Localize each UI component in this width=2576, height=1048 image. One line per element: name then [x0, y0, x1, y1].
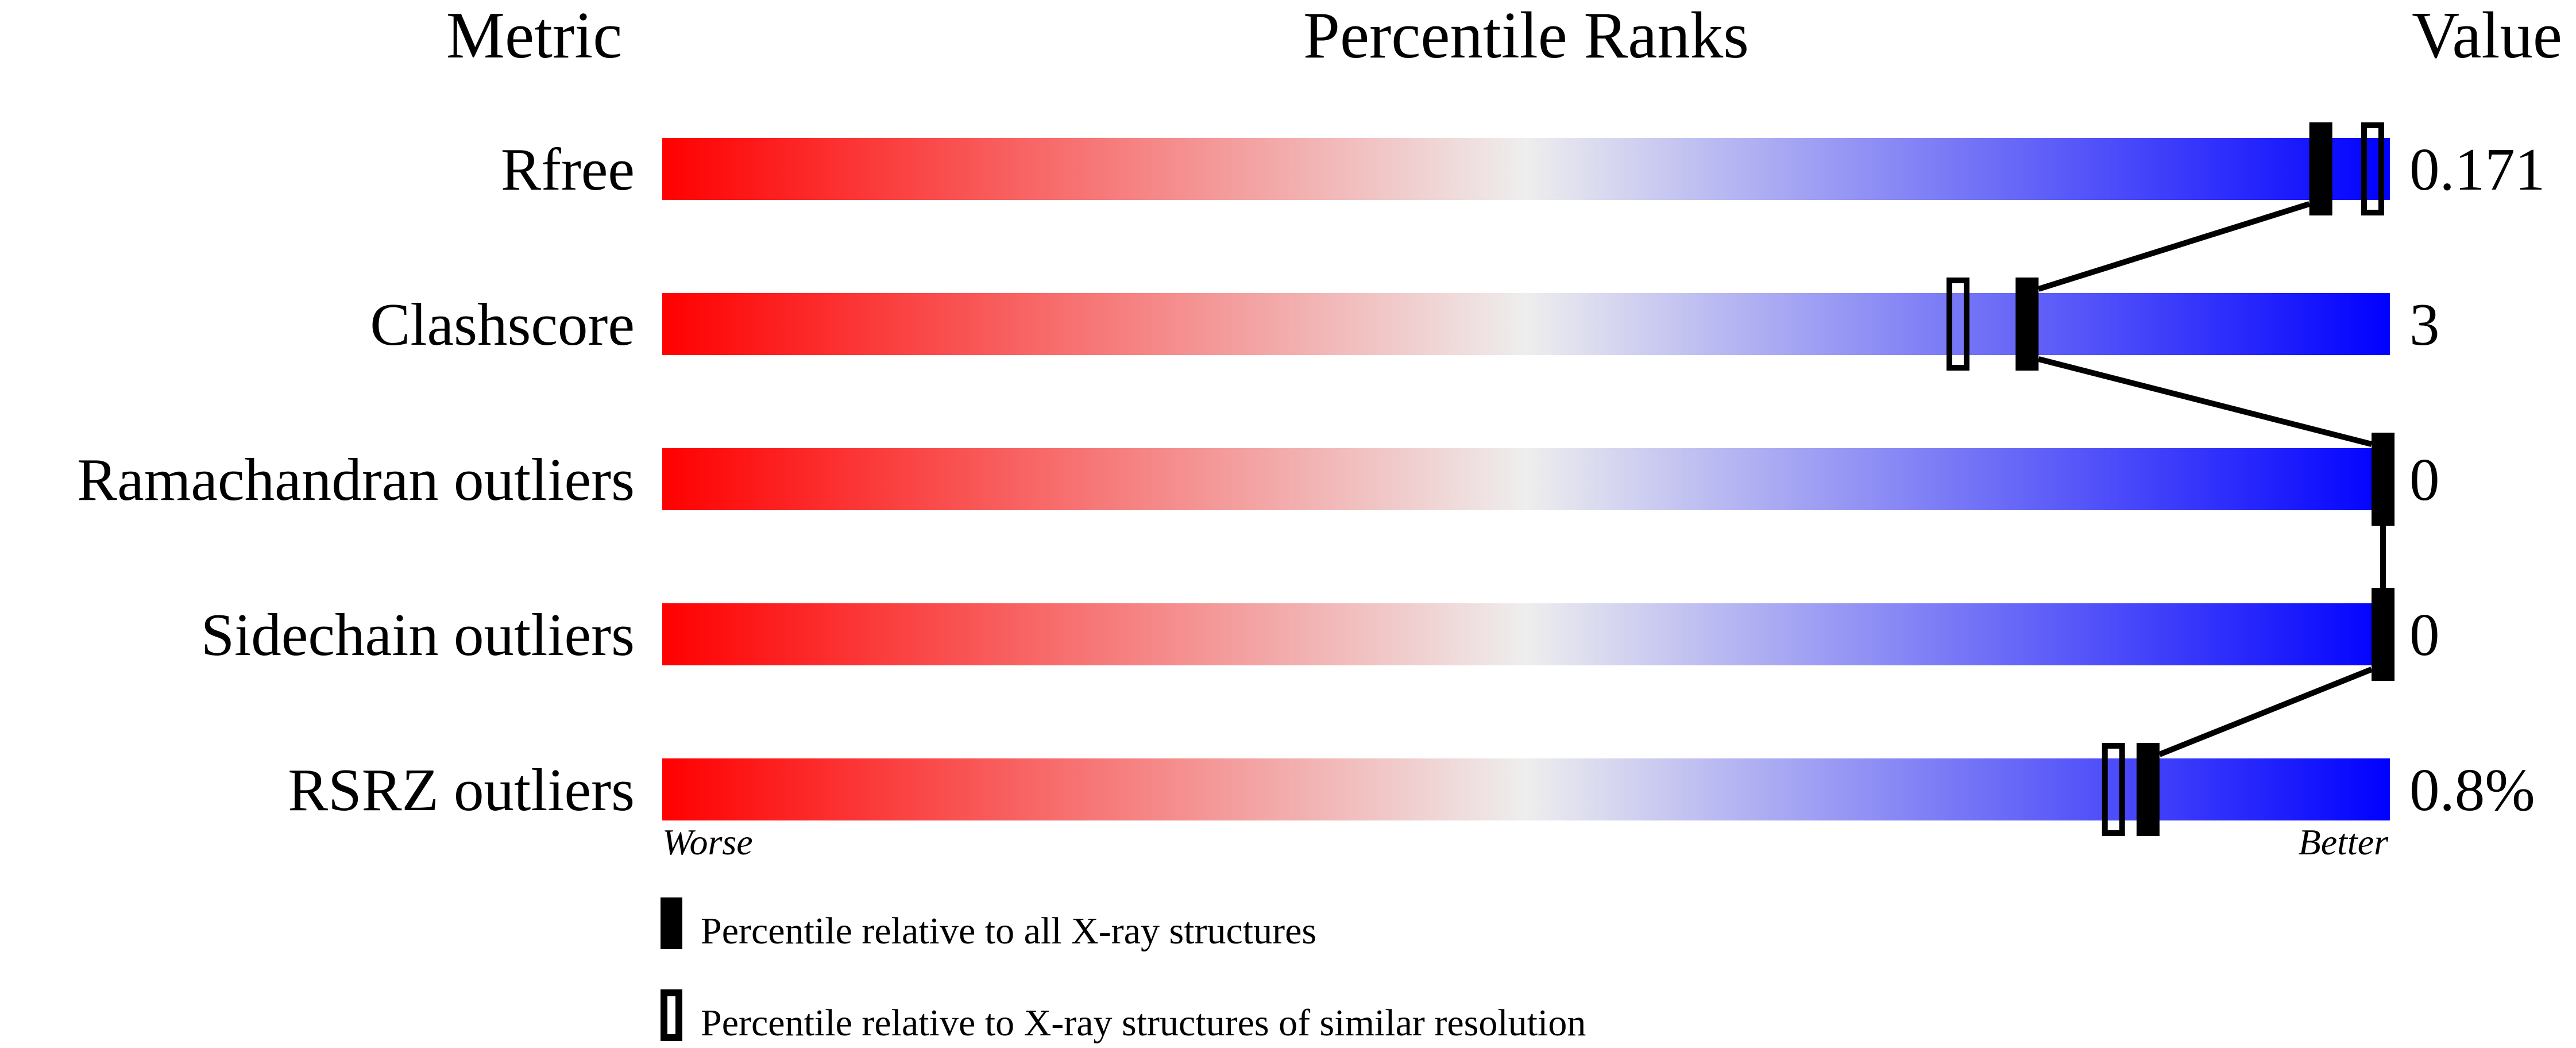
axis-label-worse: Worse	[662, 822, 753, 862]
percentile-bar	[662, 758, 2390, 820]
marker-similar-resolution	[2361, 122, 2384, 215]
connector-line	[2158, 666, 2373, 757]
header-percentile-ranks: Percentile Ranks	[1303, 0, 1749, 72]
percentile-bar	[662, 603, 2390, 665]
marker-similar-resolution	[2102, 743, 2125, 836]
marker-all-structures	[2309, 122, 2332, 215]
legend-open-marker	[661, 989, 682, 1041]
axis-label-better: Better	[2299, 822, 2389, 862]
marker-all-structures	[2372, 433, 2395, 526]
marker-all-structures	[2136, 743, 2160, 836]
legend-label-similar: Percentile relative to X-ray structures …	[701, 1002, 1586, 1044]
metric-value: 0	[2409, 446, 2440, 513]
metric-label: Clashscore	[370, 291, 635, 358]
percentile-bar	[662, 448, 2390, 510]
percentile-bar	[662, 293, 2390, 355]
header-value: Value	[2412, 0, 2562, 72]
metric-label: Ramachandran outliers	[77, 446, 635, 513]
metric-label: Rfree	[501, 136, 635, 203]
metric-value: 0.8%	[2409, 756, 2535, 823]
marker-similar-resolution	[1947, 278, 1969, 371]
metric-label: RSRZ outliers	[288, 756, 635, 823]
connector-line	[2038, 356, 2373, 447]
metric-value: 0	[2409, 601, 2440, 668]
metric-value: 0.171	[2409, 136, 2545, 203]
legend-filled-marker	[661, 897, 682, 949]
metric-label: Sidechain outliers	[201, 601, 635, 668]
connector-line	[2037, 201, 2311, 292]
legend-label-all: Percentile relative to all X-ray structu…	[701, 910, 1316, 952]
marker-all-structures	[2372, 588, 2395, 681]
percentile-bar	[662, 138, 2390, 200]
metric-value: 3	[2409, 291, 2440, 358]
marker-all-structures	[2015, 278, 2039, 371]
header-metric: Metric	[446, 0, 623, 72]
